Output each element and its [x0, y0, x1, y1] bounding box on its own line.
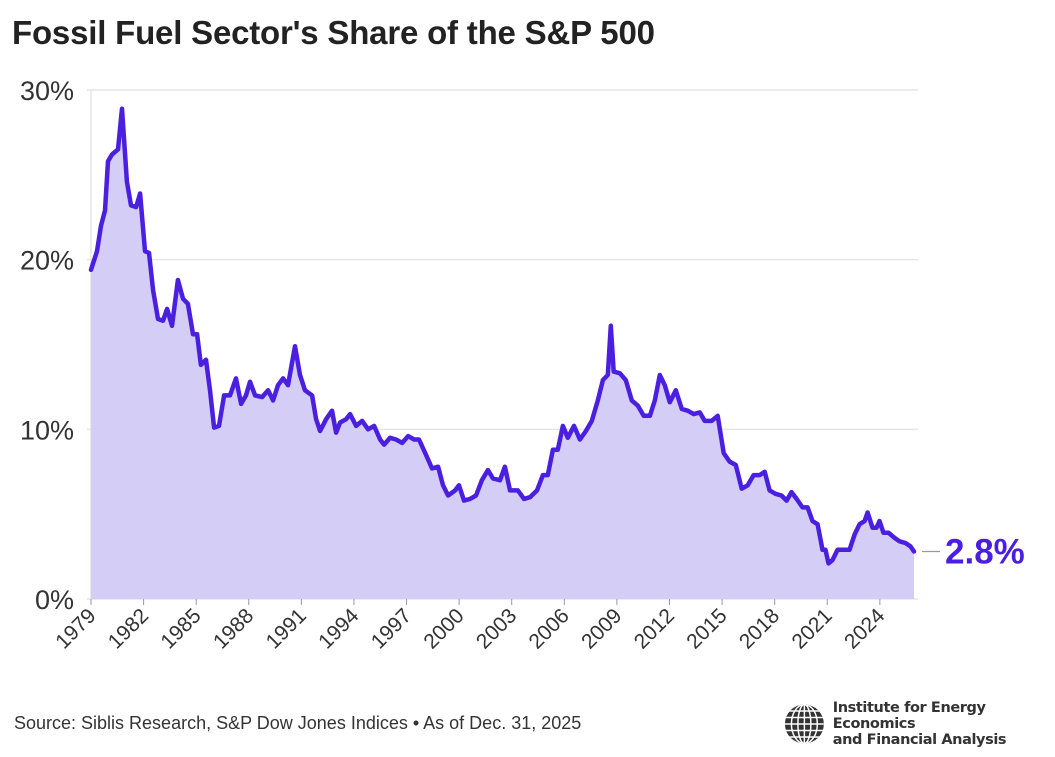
x-tick-label: 2021 [787, 604, 836, 653]
x-tick-label: 1985 [156, 604, 205, 653]
x-tick-label: 1988 [209, 604, 258, 653]
x-tick-label: 1991 [262, 604, 311, 653]
x-tick-label: 1994 [314, 604, 364, 654]
y-tick-label: 10% [20, 415, 74, 445]
x-tick-label: 1997 [367, 604, 416, 653]
series-line [88, 106, 917, 566]
logo-line-1: Institute for Energy Economics [832, 700, 986, 732]
x-tick-label: 2024 [840, 604, 890, 654]
end-value-label: 2.8% [945, 532, 1025, 571]
x-tick-label: 2006 [525, 604, 574, 653]
y-tick-label: 30% [20, 76, 74, 106]
x-tick-label: 2015 [682, 604, 731, 653]
ieefa-logo: Institute for Energy Economics and Finan… [784, 700, 1055, 748]
x-tick-label: 2012 [630, 604, 679, 653]
logo-line-2: and Financial Analysis [832, 732, 1007, 748]
y-tick-label: 0% [35, 585, 74, 615]
x-tick-label: 2003 [472, 604, 521, 653]
x-tick-label: 2018 [735, 604, 784, 653]
globe-icon [784, 704, 824, 744]
source-note: Source: Siblis Research, S&P Dow Jones I… [14, 713, 582, 733]
series-area [91, 108, 914, 599]
x-tick-label: 1982 [104, 604, 153, 653]
x-tick-label: 2009 [577, 604, 626, 653]
chart-title: Fossil Fuel Sector's Share of the S&P 50… [12, 14, 655, 51]
x-tick-label: 2000 [419, 604, 468, 653]
y-tick-label: 20% [20, 246, 74, 276]
